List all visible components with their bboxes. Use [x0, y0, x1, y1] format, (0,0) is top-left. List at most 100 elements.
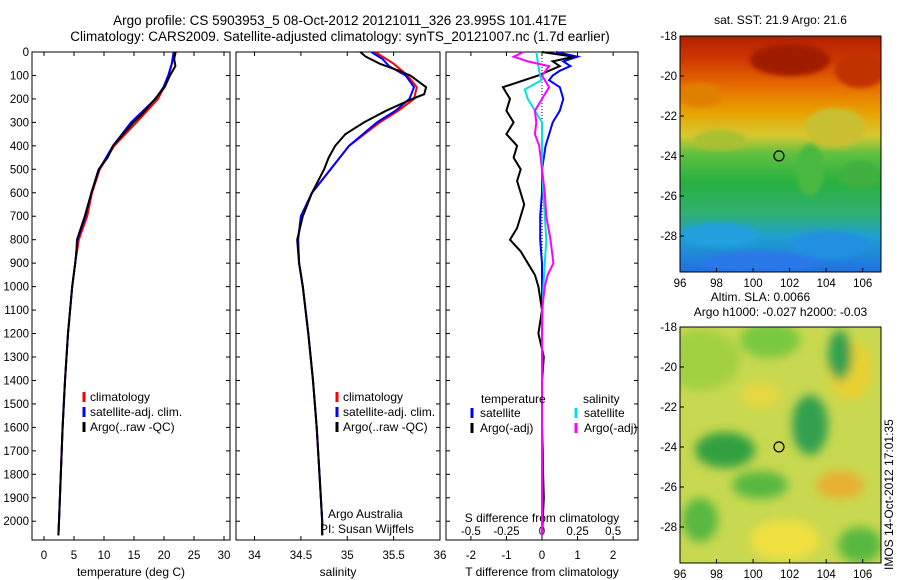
- x-tick-label: 36: [434, 550, 447, 562]
- y-tick-label: 300: [10, 117, 29, 129]
- x-tick-label: 102: [780, 569, 799, 580]
- legend-label: Argo(..raw -QC): [343, 420, 428, 434]
- legend-label: Argo(-adj): [584, 421, 637, 435]
- profile-panel-2: 34 34.5 35 35.5 36 salinity climatologysatelli…: [235, 51, 447, 579]
- map-panel-2: 96 98 100 102 104 106 -18 -20 -22 -24 -26 -28 Altim.…: [660, 290, 882, 580]
- y-tick-label: -18: [660, 31, 677, 43]
- x-axis-label: T difference from climatology: [465, 565, 619, 579]
- y-tick-label: 1300: [3, 352, 29, 364]
- x-tick-label: 104: [817, 569, 837, 580]
- y-tick-label: 800: [10, 235, 29, 247]
- x-axis-label: temperature (deg C): [77, 565, 185, 579]
- y-tick-label: 0: [23, 47, 29, 59]
- series-line-temperature-argo-adj-: [501, 51, 575, 536]
- argo-location-marker: [773, 150, 785, 162]
- y-tick-label: 1200: [3, 329, 29, 341]
- annotation-text: Argo Australia: [328, 507, 403, 521]
- x-top-tick-label: -0.5: [461, 526, 481, 538]
- x-top-tick-label: 0.25: [566, 526, 588, 538]
- y-tick-label: -22: [660, 402, 677, 414]
- map-frame: [679, 326, 882, 564]
- profile-panel-3: -2 -1 0 1 2 T difference from climatology -0.5…: [445, 51, 639, 579]
- sla-map-field: [680, 327, 881, 563]
- series-line-argo-raw-qc-: [296, 51, 428, 536]
- y-tick-label: 1500: [3, 399, 29, 411]
- x-tick-label: 34.5: [290, 550, 312, 562]
- x-tick-label: 100: [743, 278, 762, 290]
- y-tick-label: -28: [660, 522, 677, 534]
- x-tick-label: 5: [71, 550, 77, 562]
- y-tick-label: 100: [10, 70, 29, 82]
- x-tick-label: 20: [158, 550, 171, 562]
- series-line-salinity-argo-adj-: [510, 51, 555, 536]
- profile-panel-1: 0100200300400500600700800900100011001200…: [3, 47, 231, 579]
- x-tick-label: 34: [248, 550, 261, 562]
- series-line-argo-raw-qc-: [57, 51, 177, 536]
- x-tick-label: 25: [188, 550, 201, 562]
- y-tick-label: 2000: [3, 516, 29, 528]
- x-tick-label: 2: [610, 550, 616, 562]
- y-tick-label: -24: [660, 151, 677, 163]
- y-tick-label: 600: [10, 188, 29, 200]
- legend-label: Argo(..raw -QC): [90, 420, 175, 434]
- plot-frame: [31, 51, 231, 541]
- map-frame: [679, 35, 882, 273]
- x-tick-label: 102: [780, 278, 799, 290]
- legend-label: Argo(-adj): [480, 421, 533, 435]
- argo-location-marker: [773, 441, 785, 453]
- x-tick-label: 35: [341, 550, 354, 562]
- x-tick-label: 96: [674, 278, 687, 290]
- x-tick-label: 104: [817, 278, 837, 290]
- sst-map-field: [680, 36, 881, 272]
- x-tick-label: 0: [41, 550, 47, 562]
- y-tick-label: 1600: [3, 422, 29, 434]
- x-tick-label: 106: [853, 278, 872, 290]
- x-tick-label: 106: [853, 569, 872, 580]
- x-tick-label: -1: [501, 550, 511, 562]
- series-line-satellite-adj-clim-: [297, 51, 416, 536]
- y-tick-label: 1100: [4, 305, 29, 317]
- chart-title-line2: Climatology: CARS2009. Satellite-adjuste…: [70, 29, 610, 44]
- x-tick-label: 98: [710, 278, 723, 290]
- legend-label: climatology: [343, 390, 403, 404]
- y-tick-label: -24: [660, 442, 677, 454]
- x-top-tick-label: 0.5: [605, 526, 621, 538]
- y-tick-label: 400: [10, 141, 29, 153]
- y-tick-label: 700: [10, 211, 29, 223]
- y-tick-label: 500: [10, 164, 29, 176]
- legend-label: satellite-adj. clim.: [343, 405, 435, 419]
- y-tick-label: 1700: [3, 446, 29, 458]
- x-tick-label: 35.5: [382, 550, 404, 562]
- legend-label: satellite-adj. clim.: [90, 405, 182, 419]
- y-tick-label: 200: [10, 94, 29, 106]
- legend-label: climatology: [90, 390, 150, 404]
- x-tick-label: 96: [674, 569, 687, 580]
- x-tick-label: -2: [466, 550, 476, 562]
- x-tick-label: 0: [539, 550, 545, 562]
- y-tick-label: 1400: [3, 375, 29, 387]
- y-tick-label: 1800: [3, 469, 29, 481]
- annotation-text: PI: Susan Wijffels: [320, 522, 414, 536]
- y-tick-label: 1900: [3, 493, 29, 505]
- chart-title-line1: Argo profile: CS 5903953_5 08-Oct-2012 2…: [113, 13, 567, 28]
- x-tick-label: 98: [710, 569, 723, 580]
- series-line-climatology: [57, 51, 177, 536]
- series-line-temperature-satellite: [539, 51, 582, 536]
- y-tick-label: -20: [660, 362, 677, 374]
- y-tick-label: -18: [660, 322, 677, 334]
- x-tick-label: 30: [218, 550, 231, 562]
- y-tick-label: -20: [660, 71, 677, 83]
- y-tick-label: -26: [660, 482, 677, 494]
- y-tick-label: 1000: [3, 282, 29, 294]
- x-top-tick-label: -0.25: [493, 526, 519, 538]
- y-tick-label: 900: [10, 258, 29, 270]
- x-tick-label: 10: [98, 550, 111, 562]
- map-title: Altim. SLA: 0.0066: [711, 290, 811, 304]
- x-tick-label: 15: [128, 550, 141, 562]
- y-tick-label: -22: [660, 111, 677, 123]
- x-tick-label: 100: [743, 569, 762, 580]
- legend-header: temperature: [481, 392, 546, 406]
- legend-label: satellite: [584, 406, 625, 420]
- y-tick-label: -28: [660, 231, 677, 243]
